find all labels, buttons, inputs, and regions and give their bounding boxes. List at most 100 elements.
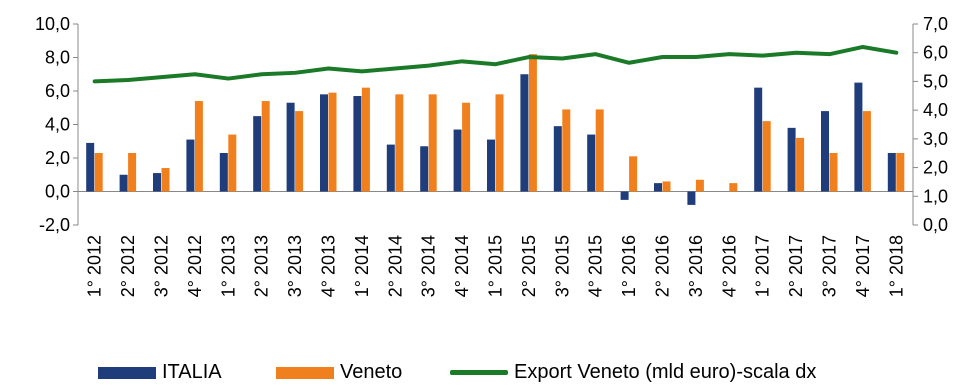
bars [86,54,905,205]
bar-veneto [295,111,304,192]
bar-veneto [862,111,871,192]
bar-italia [520,74,529,192]
bar-italia [320,94,328,192]
right-tick-label: 4,0 [923,100,948,120]
bar-italia [754,87,763,192]
right-tick-label: 5,0 [923,71,948,91]
x-tick-label: 2° 2014 [385,235,405,297]
bar-italia [253,116,262,192]
x-tick-label: 1° 2015 [486,235,506,297]
x-tick-label: 4° 2013 [319,235,339,297]
right-tick-label: 1,0 [923,186,948,206]
bar-italia [854,82,863,192]
bar-veneto [94,152,103,192]
bar-veneto [796,137,805,192]
bar-veneto [194,101,203,192]
bar-italia [553,126,562,192]
x-tick-label: 2° 2017 [786,235,806,297]
bar-veneto [395,94,404,192]
bar-veneto [595,109,604,192]
x-tick-label: 4° 2017 [853,235,873,297]
x-tick-label: 1° 2016 [619,235,639,297]
bar-italia [887,152,896,192]
bar-veneto [896,152,905,192]
x-tick-label: 3° 2013 [285,235,305,297]
x-tick-label: 2° 2012 [118,235,138,297]
bar-veneto [762,121,771,192]
x-tick-label: 2° 2015 [519,235,539,297]
bar-veneto [729,183,738,192]
x-tick-label: 1° 2013 [218,235,238,297]
left-tick-label: -2,0 [39,215,70,235]
right-tick-label: 7,0 [923,14,948,34]
bar-veneto [261,101,270,192]
bar-veneto [528,54,537,192]
legend-swatch-export [450,370,508,375]
x-tick-label: 1° 2012 [85,235,105,297]
bar-italia [687,191,696,205]
bar-italia [487,139,495,192]
export-veneto-line [92,44,899,84]
bar-veneto [495,94,504,192]
bar-italia [153,173,161,192]
x-tick-label: 3° 2016 [686,235,706,297]
bar-veneto [695,179,704,192]
bar-veneto [161,168,170,192]
x-tick-label: 3° 2015 [552,235,572,297]
x-tick-label: 4° 2016 [719,235,739,297]
export-line [92,44,899,84]
bar-italia [587,134,596,192]
x-tick-label: 1° 2014 [352,235,372,297]
x-tick-label: 4° 2014 [452,235,472,297]
legend-swatch-veneto [276,366,334,379]
x-tick-label: 2° 2013 [252,235,272,297]
bar-veneto [228,134,237,192]
left-tick-label: 4,0 [45,115,70,135]
bar-veneto [562,109,571,192]
bar-italia [620,191,629,200]
bar-italia [386,144,395,192]
bar-veneto [428,94,437,192]
x-tick-label: 4° 2015 [586,235,606,297]
bar-italia [186,139,195,192]
bar-italia [86,142,95,192]
right-tick-label: 3,0 [923,129,948,149]
bar-italia [219,152,228,192]
legend-item-export: Export Veneto (mld euro)-scala dx [450,360,816,385]
bar-italia [420,146,429,192]
legend-item-veneto: Veneto [276,360,402,385]
bar-veneto [462,102,471,192]
combo-chart: -2,0 0,0 2,0 4,0 6,0 8,0 10,0 0,0 1,0 2,0 3,0 4,0 5,… [35,14,948,297]
left-tick-label: 10,0 [35,14,70,34]
bar-veneto [128,152,137,192]
left-tick-label: 2,0 [45,148,70,168]
legend-label-italia: ITALIA [162,361,222,383]
legend-label-veneto: Veneto [340,361,403,383]
bar-italia [286,102,295,192]
x-tick-label: 3° 2012 [152,235,172,297]
x-tick-label: 3° 2014 [419,235,439,297]
legend: ITALIA Veneto Export Veneto (mld euro)-s… [0,360,969,385]
bar-veneto [662,181,671,192]
right-tick-label: 6,0 [923,43,948,63]
bar-italia [353,96,362,192]
x-tick-label: 1° 2018 [886,235,906,297]
bar-italia [453,129,462,192]
right-tick-label: 0,0 [923,215,948,235]
y-axis-labels: -2,0 0,0 2,0 4,0 6,0 8,0 10,0 0,0 1,0 2,0 3,0 4,0 5,… [35,14,948,235]
bar-italia [119,174,128,192]
legend-item-italia: ITALIA [98,360,222,385]
legend-swatch-italia [98,366,156,379]
x-tick-label: 4° 2012 [185,235,205,297]
x-tick-label: 3° 2017 [820,235,840,297]
x-tick-label: 1° 2017 [753,235,773,297]
x-tick-label: 2° 2016 [653,235,673,297]
bar-veneto [829,152,838,192]
bar-italia [654,183,662,192]
left-tick-label: 0,0 [45,182,70,202]
bar-italia [821,111,829,192]
bar-veneto [328,92,337,192]
right-tick-label: 2,0 [923,158,948,178]
left-tick-label: 8,0 [45,48,70,68]
bar-italia [787,127,796,192]
